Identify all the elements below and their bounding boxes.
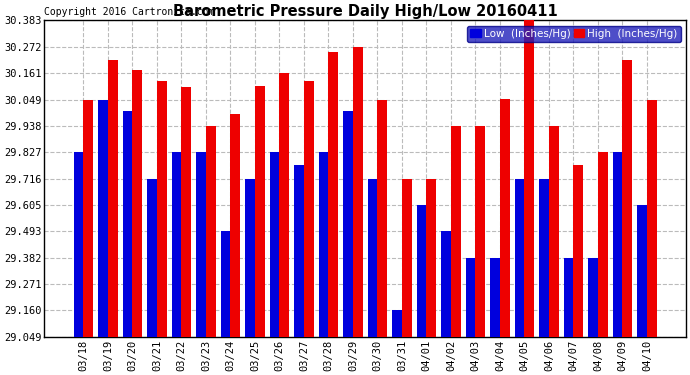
Bar <box>524 20 534 337</box>
Bar <box>564 258 573 337</box>
Bar <box>132 70 142 337</box>
Bar <box>83 100 93 337</box>
Bar <box>475 126 485 337</box>
Bar <box>270 152 279 337</box>
Text: Copyright 2016 Cartronics.com: Copyright 2016 Cartronics.com <box>44 7 215 17</box>
Bar <box>206 126 216 337</box>
Bar <box>98 100 108 337</box>
Bar <box>196 152 206 337</box>
Bar <box>426 178 436 337</box>
Bar <box>245 178 255 337</box>
Bar <box>319 152 328 337</box>
Bar <box>466 258 475 337</box>
Bar <box>613 152 622 337</box>
Bar <box>353 46 363 337</box>
Bar <box>157 81 167 337</box>
Bar <box>417 205 426 337</box>
Bar <box>573 165 583 337</box>
Bar <box>539 178 549 337</box>
Bar <box>549 126 559 337</box>
Bar <box>598 152 608 337</box>
Bar <box>279 73 289 337</box>
Bar <box>123 111 132 337</box>
Bar <box>368 178 377 337</box>
Bar <box>304 81 314 337</box>
Legend: Low  (Inches/Hg), High  (Inches/Hg): Low (Inches/Hg), High (Inches/Hg) <box>467 26 680 42</box>
Bar <box>490 258 500 337</box>
Bar <box>377 100 387 337</box>
Bar <box>172 152 181 337</box>
Bar <box>588 258 598 337</box>
Bar <box>147 178 157 337</box>
Bar <box>637 205 647 337</box>
Bar <box>622 60 632 337</box>
Title: Barometric Pressure Daily High/Low 20160411: Barometric Pressure Daily High/Low 20160… <box>172 4 558 19</box>
Bar <box>255 86 265 337</box>
Bar <box>647 100 657 337</box>
Bar <box>515 178 524 337</box>
Bar <box>108 60 118 337</box>
Bar <box>392 310 402 337</box>
Bar <box>402 178 412 337</box>
Bar <box>181 87 191 337</box>
Bar <box>230 114 240 337</box>
Bar <box>500 99 510 337</box>
Bar <box>294 165 304 337</box>
Bar <box>343 111 353 337</box>
Bar <box>328 52 338 337</box>
Bar <box>74 152 83 337</box>
Bar <box>441 231 451 337</box>
Bar <box>221 231 230 337</box>
Bar <box>451 126 461 337</box>
